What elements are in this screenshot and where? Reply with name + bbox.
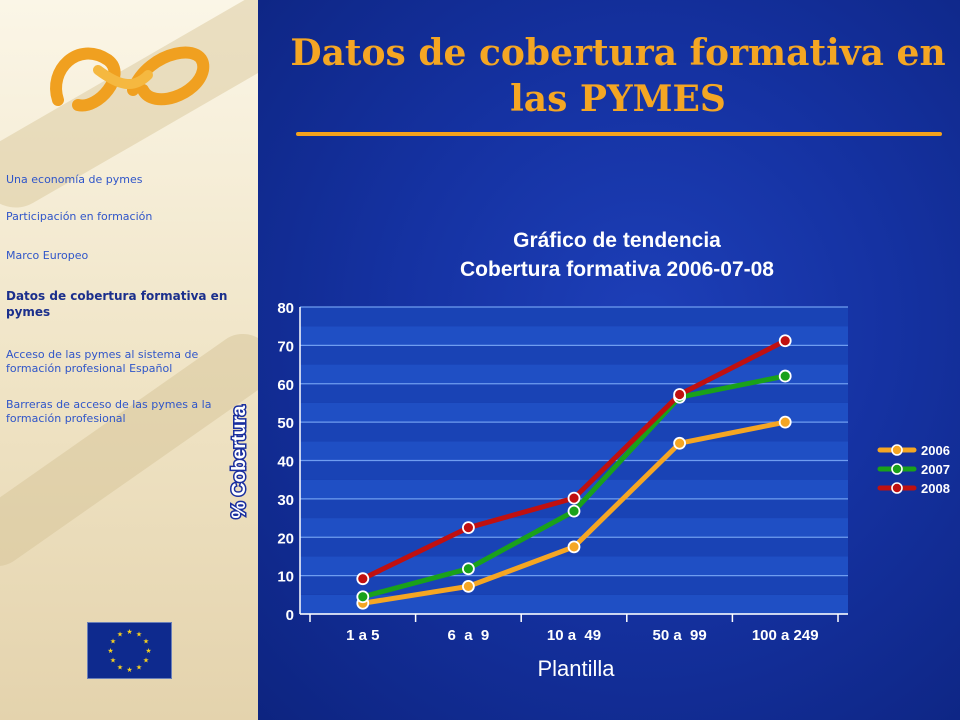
plot-band	[300, 307, 848, 327]
x-tick-label: 6 a 9	[448, 627, 490, 644]
data-point-2008	[461, 521, 475, 535]
chart-subtitle: Cobertura formativa 2006-07-08	[460, 258, 774, 281]
plot-band	[300, 479, 848, 499]
data-point-2007	[567, 504, 581, 518]
x-tick-label: 100 a 249	[752, 627, 819, 644]
data-point-2007	[356, 590, 370, 604]
data-point-2008	[567, 491, 581, 505]
svg-text:★: ★	[117, 631, 123, 639]
y-tick-label: 70	[277, 338, 294, 355]
data-point-2007	[461, 562, 475, 576]
svg-text:★: ★	[136, 664, 142, 672]
svg-text:★: ★	[143, 638, 149, 646]
legend-marker	[891, 463, 903, 475]
y-tick-label: 0	[286, 607, 294, 624]
plot-band	[300, 383, 848, 403]
x-tick-label: 50 a 99	[652, 627, 706, 644]
plot-band	[300, 460, 848, 480]
sidebar-item-economia[interactable]: Una economía de pymes	[6, 173, 143, 186]
sidebar-item-datos-cobertura[interactable]: Datos de cobertura formativa en pymes	[6, 289, 228, 319]
x-tick-label: 10 a 49	[547, 627, 601, 644]
plot-band	[300, 556, 848, 576]
plot-band	[300, 518, 848, 538]
y-tick-label: 20	[277, 530, 294, 547]
svg-text:★: ★	[110, 657, 116, 665]
legend-marker	[891, 444, 903, 456]
svg-text:★: ★	[126, 666, 132, 674]
x-axis-label: Plantilla	[537, 656, 615, 681]
y-tick-label: 50	[277, 415, 294, 432]
legend-label: 2006	[921, 443, 950, 458]
svg-text:★: ★	[117, 664, 123, 672]
sidebar-item-participacion[interactable]: Participación en formación	[6, 210, 153, 223]
svg-text:★: ★	[107, 647, 113, 655]
data-point-2006	[461, 579, 475, 593]
plot-band	[300, 594, 848, 614]
sidebar-item-marco-europeo[interactable]: Marco Europeo	[6, 249, 89, 262]
y-tick-label: 60	[277, 377, 294, 394]
legend-marker	[891, 482, 903, 494]
legend-label: 2007	[921, 462, 950, 477]
chart-title: Gráfico de tendencia	[513, 229, 721, 252]
x-tick-label: 1 a 5	[346, 627, 379, 644]
sidebar: Una economía de pymes Participación en f…	[0, 0, 258, 720]
y-tick-label: 40	[277, 454, 294, 471]
plot-band	[300, 441, 848, 461]
data-point-2006	[567, 540, 581, 554]
svg-text:★: ★	[110, 638, 116, 646]
svg-text:★: ★	[136, 631, 142, 639]
svg-text:★: ★	[145, 647, 151, 655]
legend-label: 2008	[921, 481, 950, 496]
data-point-2007	[778, 369, 792, 383]
title-underline	[296, 132, 942, 136]
y-axis-label: % Cobertura	[229, 405, 250, 518]
data-point-2006	[778, 415, 792, 429]
data-point-2006	[673, 436, 686, 450]
plot-band	[300, 402, 848, 423]
eu-flag-icon: ★ ★ ★ ★ ★ ★ ★ ★ ★ ★ ★ ★	[87, 622, 172, 679]
svg-text:★: ★	[143, 657, 149, 665]
svg-text:★: ★	[126, 628, 132, 636]
y-tick-label: 80	[277, 300, 294, 317]
sidebar-item-barreras[interactable]: Barreras de acceso de las pymes a la for…	[6, 398, 212, 425]
sidebar-item-acceso[interactable]: Acceso de las pymes al sistema de formac…	[6, 348, 199, 375]
data-point-2008	[356, 572, 370, 586]
page-title: Datos de cobertura formativa en las PYME…	[290, 32, 946, 120]
data-point-2008	[673, 388, 686, 401]
y-tick-label: 30	[277, 492, 294, 509]
plot-band	[300, 326, 848, 346]
y-tick-label: 10	[277, 569, 294, 586]
data-point-2008	[778, 334, 792, 348]
plot-band	[300, 345, 848, 365]
logo-icon	[50, 46, 210, 112]
